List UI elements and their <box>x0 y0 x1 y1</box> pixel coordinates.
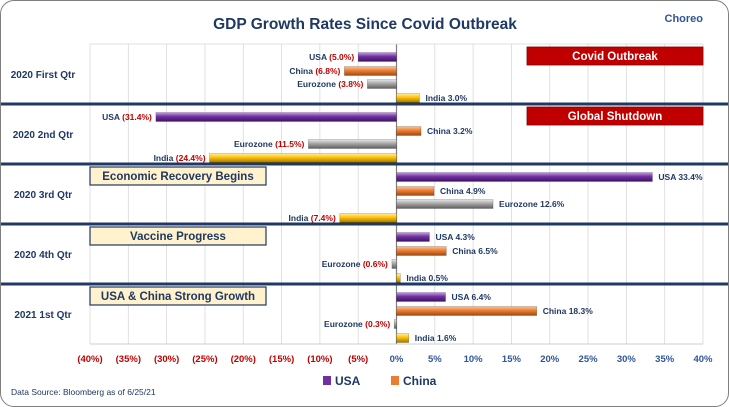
x-tick-label: 5% <box>428 354 442 365</box>
bar-2020-first-qtr-eurozone <box>367 79 397 89</box>
grid-lines <box>89 43 704 345</box>
bar-2020-2nd-qtr-china <box>396 126 422 136</box>
bar-label-2020-2nd-qtr-china: China 3.2% <box>427 126 473 136</box>
bar-2020-4th-qtr-usa <box>396 232 430 242</box>
bar-2020-4th-qtr-india <box>396 273 401 283</box>
bar-2020-3rd-qtr-china <box>396 186 435 196</box>
x-tick-label: (5%) <box>348 354 368 365</box>
annotations: Covid Outbreak Global Shutdown Economic Re… <box>89 46 704 306</box>
annotation-box-usa-china-strong-growth <box>89 286 267 306</box>
x-tick-label: 35% <box>655 354 675 365</box>
bar-label-2020-3rd-qtr-usa: USA 33.4% <box>658 172 703 182</box>
bar-2020-4th-qtr-eurozone <box>391 259 397 269</box>
x-tick-label: (30%) <box>154 354 179 365</box>
bar-label-2020-first-qtr-eurozone: Eurozone (3.8%) <box>297 79 363 89</box>
x-tick-label: 40% <box>693 354 713 365</box>
category-label-2021-1st-qtr: 2021 1st Qtr <box>14 310 71 321</box>
x-tick-label: 0% <box>390 354 404 365</box>
bar-label-2021-1st-qtr-india: India 1.6% <box>415 333 457 343</box>
chart-title: GDP Growth Rates Since Covid Outbreak <box>213 16 517 33</box>
category-label-2020-first-qtr: 2020 First Qtr <box>11 70 76 81</box>
bar-label-2020-3rd-qtr-eurozone: Eurozone 12.6% <box>499 199 565 209</box>
bar-2021-1st-qtr-eurozone <box>393 319 397 329</box>
bar-label-2020-4th-qtr-china: China 6.5% <box>452 246 498 256</box>
bar-2020-first-qtr-india <box>396 93 420 103</box>
bar-label-2020-first-qtr-china: China (6.8%) <box>289 66 340 76</box>
bar-label-2020-2nd-qtr-india: India (24.4%) <box>154 153 206 163</box>
x-tick-label: (10%) <box>307 354 332 365</box>
group-separator <box>1 222 728 226</box>
bar-label-2020-3rd-qtr-china: China 4.9% <box>440 186 486 196</box>
bar-2020-2nd-qtr-india <box>209 153 397 163</box>
brand-logo: Choreo <box>665 13 704 25</box>
annotation-box-economic-recovery-begins <box>89 166 267 186</box>
x-tick-label: 25% <box>579 354 599 365</box>
category-label-2020-2nd-qtr: 2020 2nd Qtr <box>13 130 74 141</box>
annotation-text-economic-recovery-begins: Economic Recovery Begins <box>102 171 253 183</box>
x-tick-label: 30% <box>617 354 637 365</box>
x-tick-label: (25%) <box>192 354 217 365</box>
x-tick-label: (35%) <box>116 354 141 365</box>
x-tick-label: (15%) <box>269 354 294 365</box>
legend-label-usa: USA <box>335 374 361 388</box>
legend-swatch-usa <box>323 376 331 385</box>
group-separator <box>1 162 728 166</box>
legend: USA China <box>323 374 437 388</box>
bar-label-2021-1st-qtr-usa: USA 6.4% <box>452 292 492 302</box>
bar-2020-3rd-qtr-usa <box>396 172 653 182</box>
x-tick-labels: (40%) (35%) (30%) (25%) (20%) (15%) (10%) (5%) 0… <box>77 354 713 365</box>
x-tick-label: 20% <box>540 354 560 365</box>
bar-2020-2nd-qtr-usa <box>155 112 397 122</box>
annotation-text-vaccine-progress: Vaccine Progress <box>130 231 226 243</box>
bar-2020-4th-qtr-china <box>396 246 447 256</box>
x-tick-label: 15% <box>502 354 522 365</box>
bar-label-2020-first-qtr-india: India 3.0% <box>425 93 467 103</box>
annotation-box-global-shutdown <box>526 106 704 126</box>
bar-2020-3rd-qtr-eurozone <box>396 199 494 209</box>
x-tick-label: (40%) <box>77 354 102 365</box>
data-source: Data Source: Bloomberg as of 6/25/21 <box>11 387 156 397</box>
bar-label-2020-4th-qtr-usa: USA 4.3% <box>435 232 475 242</box>
category-labels: 2020 First Qtr 2020 2nd Qtr 2020 3rd Qtr 20… <box>11 70 76 321</box>
category-label-2020-4th-qtr: 2020 4th Qtr <box>14 250 72 261</box>
bar-labels: USA (5.0%) China (6.8%) Eurozone (3.8%) Ind… <box>102 52 703 343</box>
bar-label-2021-1st-qtr-eurozone: Eurozone (0.3%) <box>324 319 390 329</box>
group-separator <box>1 282 728 286</box>
bar-label-2020-3rd-qtr-india: India (7.4%) <box>289 213 336 223</box>
bar-label-2021-1st-qtr-china: China 18.3% <box>543 306 594 316</box>
legend-swatch-china <box>391 376 399 385</box>
x-tick-label: (20%) <box>231 354 256 365</box>
annotation-text-usa-china-strong-growth: USA & China Strong Growth <box>101 291 255 303</box>
annotation-text-global-shutdown: Global Shutdown <box>568 111 663 123</box>
x-tick-label: 10% <box>464 354 484 365</box>
bar-2021-1st-qtr-usa <box>396 292 446 302</box>
bar-label-2020-4th-qtr-india: India 0.5% <box>406 273 448 283</box>
bar-2020-2nd-qtr-eurozone <box>308 139 397 149</box>
bar-2020-first-qtr-china <box>344 66 397 76</box>
group-separators <box>1 102 728 286</box>
bar-label-2020-4th-qtr-eurozone: Eurozone (0.6%) <box>322 259 388 269</box>
annotation-text-covid-outbreak: Covid Outbreak <box>572 51 658 63</box>
annotation-box-vaccine-progress <box>89 226 267 246</box>
bars <box>155 52 653 343</box>
bar-label-2020-first-qtr-usa: USA (5.0%) <box>309 52 354 62</box>
bar-label-2020-2nd-qtr-usa: USA (31.4%) <box>102 112 152 122</box>
annotation-box-covid-outbreak <box>526 46 704 66</box>
bar-2020-first-qtr-usa <box>357 52 397 62</box>
bar-label-2020-2nd-qtr-eurozone: Eurozone (11.5%) <box>234 139 305 149</box>
bar-2021-1st-qtr-china <box>396 306 537 316</box>
bar-2021-1st-qtr-india <box>396 333 410 343</box>
group-separator <box>1 102 728 106</box>
bar-2020-3rd-qtr-india <box>339 213 397 223</box>
category-label-2020-3rd-qtr: 2020 3rd Qtr <box>14 190 72 201</box>
legend-label-china: China <box>403 374 437 388</box>
